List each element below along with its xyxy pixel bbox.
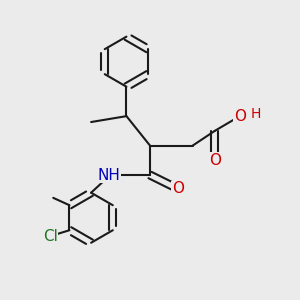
Text: O: O bbox=[209, 153, 221, 168]
Text: NH: NH bbox=[97, 167, 120, 182]
Text: H: H bbox=[251, 107, 261, 121]
Text: O: O bbox=[172, 182, 184, 196]
Text: O: O bbox=[234, 109, 246, 124]
Text: Cl: Cl bbox=[43, 229, 58, 244]
